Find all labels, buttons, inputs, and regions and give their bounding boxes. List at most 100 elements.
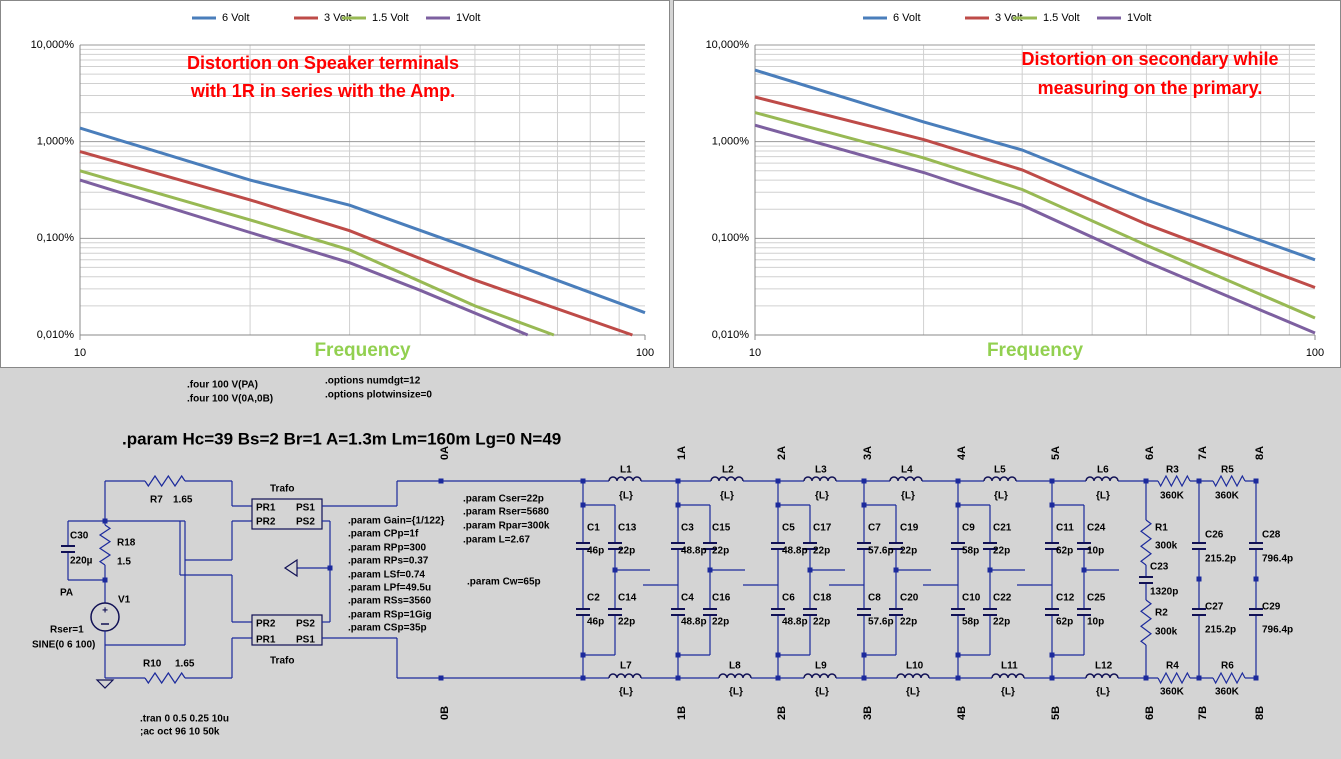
legend-label: 1Volt	[456, 12, 480, 24]
capacitor	[857, 609, 871, 615]
component-label: C12	[1056, 593, 1075, 604]
inductor	[983, 476, 1017, 482]
component-label: C3	[681, 523, 694, 534]
spice-directive: .param Rpar=300k	[463, 521, 550, 532]
series-line	[754, 68, 1316, 262]
capacitor	[983, 609, 997, 615]
component-label: C7	[868, 523, 881, 534]
component-label: 300k	[1155, 627, 1178, 638]
spice-directive: .param RSp=1Gig	[348, 610, 432, 621]
component-label: C23	[1150, 562, 1169, 573]
net-label: 5A	[1050, 446, 1062, 460]
component-label: 22p	[900, 546, 917, 557]
component-label: 48.8p	[782, 546, 808, 557]
capacitor	[1192, 543, 1206, 549]
component-label: C21	[993, 523, 1012, 534]
junction	[675, 478, 681, 484]
inductor	[608, 476, 642, 482]
component-label: Trafo	[270, 484, 294, 495]
spice-directive: .options plotwinsize=0	[325, 390, 432, 401]
legend-label: 1.5 Volt	[372, 12, 409, 24]
component-label: 215.2p	[1205, 554, 1236, 565]
capacitor	[771, 609, 785, 615]
component-label: PR2	[256, 619, 276, 630]
component-label: 22p	[993, 617, 1010, 628]
component-label: L11	[1001, 661, 1018, 672]
x-tick-label: 100	[636, 347, 654, 359]
component-label: 48.8p	[782, 617, 808, 628]
source-sign: +	[102, 606, 108, 617]
spice-directive: .param RPs=0.37	[348, 556, 429, 567]
capacitor	[1139, 577, 1153, 583]
net-label: 3A	[862, 446, 874, 460]
component-label: {L}	[619, 491, 633, 502]
component-label: R4	[1166, 661, 1179, 672]
component-label: R7	[150, 495, 163, 506]
component-label: 22p	[712, 546, 729, 557]
capacitor	[1045, 543, 1059, 549]
component-label: 22p	[900, 617, 917, 628]
component-label: L5	[994, 465, 1006, 476]
component-label: R3	[1166, 465, 1179, 476]
component-label: PR1	[256, 635, 276, 646]
spice-directive: .param Rser=5680	[463, 507, 549, 518]
capacitor	[576, 609, 590, 615]
legend-label: 6 Volt	[893, 12, 921, 24]
y-tick-label: 0,010%	[37, 329, 75, 341]
component-label: C25	[1087, 593, 1106, 604]
component-label: 58p	[962, 617, 979, 628]
component-label: 22p	[993, 546, 1010, 557]
component-label: C1	[587, 523, 600, 534]
component-label: 10p	[1087, 546, 1104, 557]
inductor	[803, 476, 837, 482]
component-label: C28	[1262, 530, 1281, 541]
junction	[1253, 576, 1259, 582]
component-label: 57.6p	[868, 617, 894, 628]
component-label: C5	[782, 523, 795, 534]
spice-directive: .four 100 V(0A,0B)	[187, 394, 273, 405]
component-label: PS1	[296, 503, 315, 514]
net-label: 5B	[1050, 706, 1062, 720]
component-label: 360K	[1215, 687, 1240, 698]
net-label: 0B	[439, 706, 451, 720]
component-label: 796.4p	[1262, 625, 1293, 636]
capacitor	[703, 543, 717, 549]
component-label: C18	[813, 593, 832, 604]
series-line	[754, 111, 1316, 320]
component-label: 796.4p	[1262, 554, 1293, 565]
capacitor	[703, 609, 717, 615]
net-label: 0A	[439, 446, 451, 460]
capacitor	[1249, 543, 1263, 549]
spice-directive: .param CSp=35p	[348, 623, 427, 634]
capacitor	[608, 543, 622, 549]
y-tick-label: 0,010%	[712, 329, 750, 341]
capacitor	[671, 543, 685, 549]
component-label: 22p	[618, 546, 635, 557]
component-label: R18	[117, 538, 136, 549]
component-label: {L}	[720, 491, 734, 502]
net-label: 8B	[1254, 706, 1266, 720]
component-label: {L}	[815, 491, 829, 502]
capacitor	[889, 609, 903, 615]
resistor	[144, 671, 186, 685]
junction	[438, 478, 444, 484]
capacitor	[1077, 543, 1091, 549]
junction	[327, 565, 333, 571]
spice-directive: .param CPp=1f	[348, 529, 419, 540]
resistor	[1140, 519, 1152, 566]
component-label: 360K	[1160, 687, 1185, 698]
spice-directive: .tran 0 0.5 0.25 10u	[140, 714, 229, 725]
component-label: {L}	[901, 491, 915, 502]
y-tick-label: 0,100%	[37, 232, 75, 244]
inductor	[718, 673, 752, 679]
junction	[955, 652, 961, 658]
junction	[1143, 675, 1149, 681]
legend-label: 3 Volt	[324, 12, 352, 24]
component-label: 1.65	[173, 495, 193, 506]
spice-directive: .param Gain={1/122}	[348, 516, 445, 527]
net-label: 1A	[676, 446, 688, 460]
inductor	[896, 673, 930, 679]
component-label: C19	[900, 523, 919, 534]
ground	[95, 679, 115, 689]
resistor	[98, 524, 112, 566]
